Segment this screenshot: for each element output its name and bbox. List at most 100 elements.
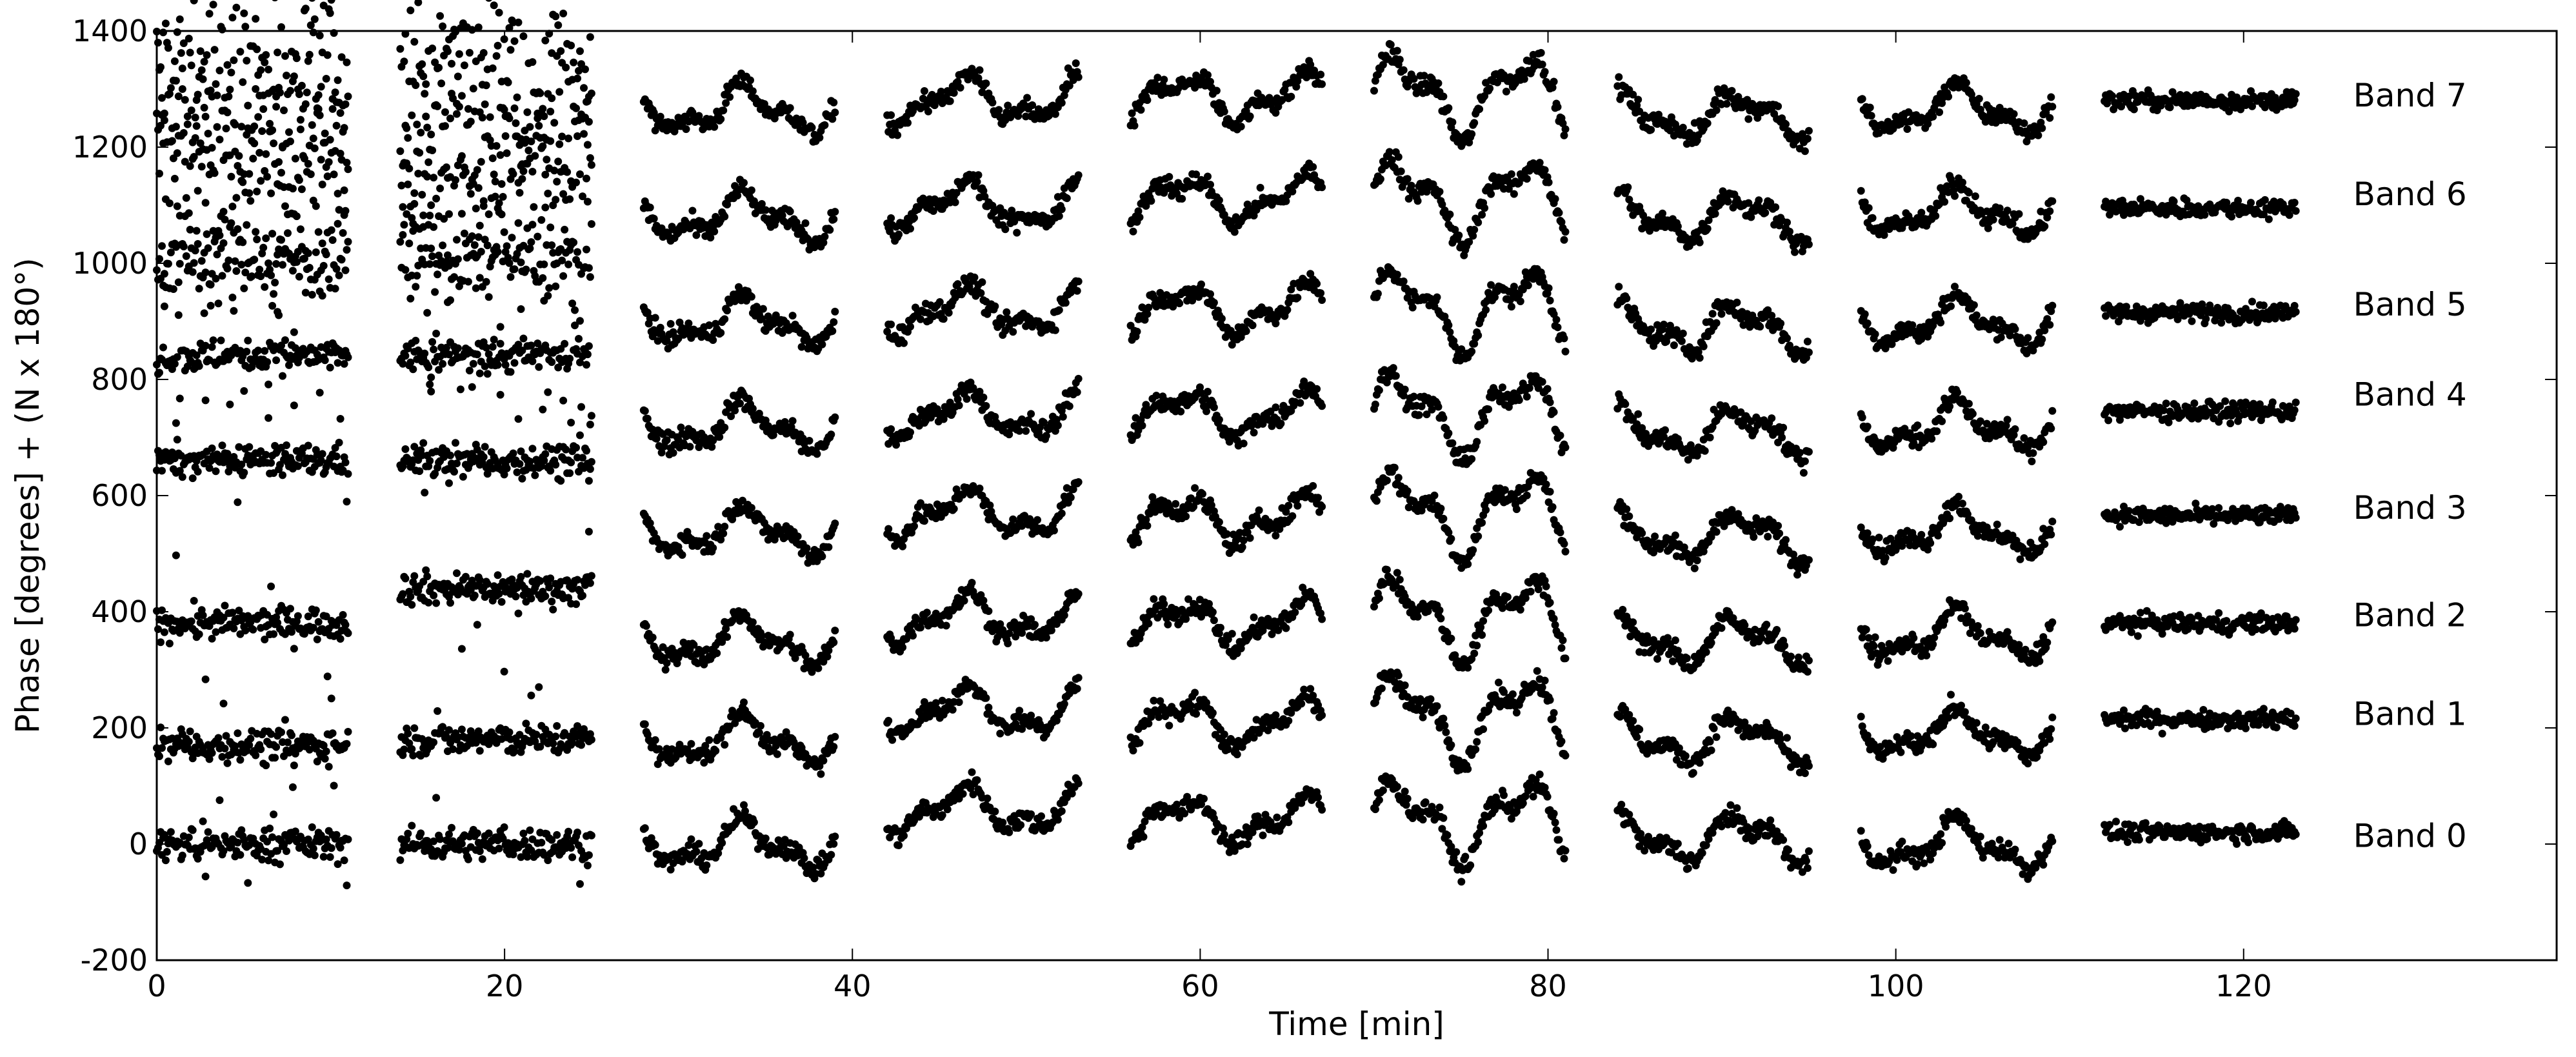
data-point [1023, 94, 1032, 102]
data-point [748, 405, 757, 413]
data-point [1318, 183, 1326, 192]
data-point [205, 10, 214, 18]
data-point [305, 50, 314, 59]
data-point [204, 130, 212, 137]
data-point [1520, 75, 1528, 83]
data-point [1550, 77, 1558, 86]
data-point [2124, 92, 2133, 101]
data-point [1051, 110, 1059, 118]
data-point [209, 1, 217, 9]
data-point [2170, 197, 2178, 206]
data-point [1624, 183, 1632, 192]
data-point [2140, 92, 2148, 100]
data-point [179, 129, 188, 137]
data-point [332, 121, 341, 130]
data-point [991, 302, 999, 310]
data-point [281, 52, 289, 60]
data-point [900, 339, 908, 347]
data-point [479, 49, 488, 57]
data-point [274, 48, 282, 57]
data-point [1373, 290, 1382, 297]
data-point [2117, 103, 2125, 111]
data-point [643, 414, 652, 423]
data-point [262, 150, 270, 158]
data-point [1712, 106, 1721, 114]
data-point [709, 336, 717, 344]
data-point [1074, 73, 1083, 81]
data-point [1206, 181, 1214, 189]
data-point [1972, 311, 1981, 319]
data-point [580, 84, 588, 92]
data-point [1929, 112, 1937, 121]
data-point [1215, 196, 1223, 205]
data-point [258, 127, 266, 136]
data-point [2291, 90, 2300, 98]
data-point [528, 58, 537, 66]
data-point [1975, 95, 1983, 103]
data-point [1538, 378, 1546, 386]
data-point [1220, 107, 1228, 116]
series-band-6 [153, 65, 2300, 259]
data-point [341, 266, 350, 274]
data-point [218, 25, 226, 34]
data-point [336, 109, 344, 117]
data-point [558, 132, 566, 141]
data-point [1192, 170, 1201, 179]
data-point [2038, 335, 2046, 343]
data-point [577, 60, 585, 68]
data-point [479, 202, 488, 210]
data-point [427, 130, 435, 139]
data-point [827, 430, 835, 439]
data-point [656, 112, 664, 121]
data-point [469, 359, 477, 368]
data-point [1420, 72, 1428, 80]
data-point [1970, 301, 1978, 309]
data-point [2202, 315, 2210, 323]
data-point [431, 58, 439, 66]
data-point [474, 23, 483, 32]
data-point [1857, 186, 1865, 195]
data-point [283, 72, 290, 79]
data-point [308, 121, 316, 129]
data-point [1944, 92, 1953, 101]
data-point [160, 270, 168, 278]
data-point [815, 134, 824, 142]
data-point [323, 51, 332, 59]
data-point [583, 141, 592, 149]
data-point [1502, 87, 1510, 96]
data-point [973, 177, 981, 186]
data-point [1755, 196, 1763, 205]
data-point [200, 309, 208, 317]
data-point [344, 165, 352, 174]
data-point [830, 318, 838, 327]
data-point [314, 105, 323, 114]
data-point [154, 39, 162, 47]
data-point [403, 210, 411, 218]
data-point [553, 177, 561, 186]
data-point [540, 134, 548, 142]
data-point [568, 299, 577, 308]
data-point [270, 139, 278, 148]
data-point [1389, 364, 1397, 372]
data-point [1546, 296, 1554, 305]
data-point [477, 248, 485, 256]
data-point [504, 78, 512, 86]
data-point [1772, 203, 1780, 212]
data-point [285, 128, 293, 136]
data-point [482, 81, 490, 90]
data-point [1237, 123, 1245, 131]
data-point [970, 273, 979, 281]
data-point [223, 265, 232, 273]
data-point [304, 57, 312, 65]
data-point [265, 89, 273, 97]
data-point [561, 339, 569, 348]
data-point [435, 63, 443, 72]
data-point [277, 168, 285, 177]
data-point [424, 158, 433, 166]
data-point [746, 76, 754, 85]
data-point [399, 231, 407, 239]
data-point [512, 119, 520, 127]
data-point [1318, 402, 1326, 410]
data-point [805, 437, 814, 445]
data-point [2228, 212, 2236, 221]
